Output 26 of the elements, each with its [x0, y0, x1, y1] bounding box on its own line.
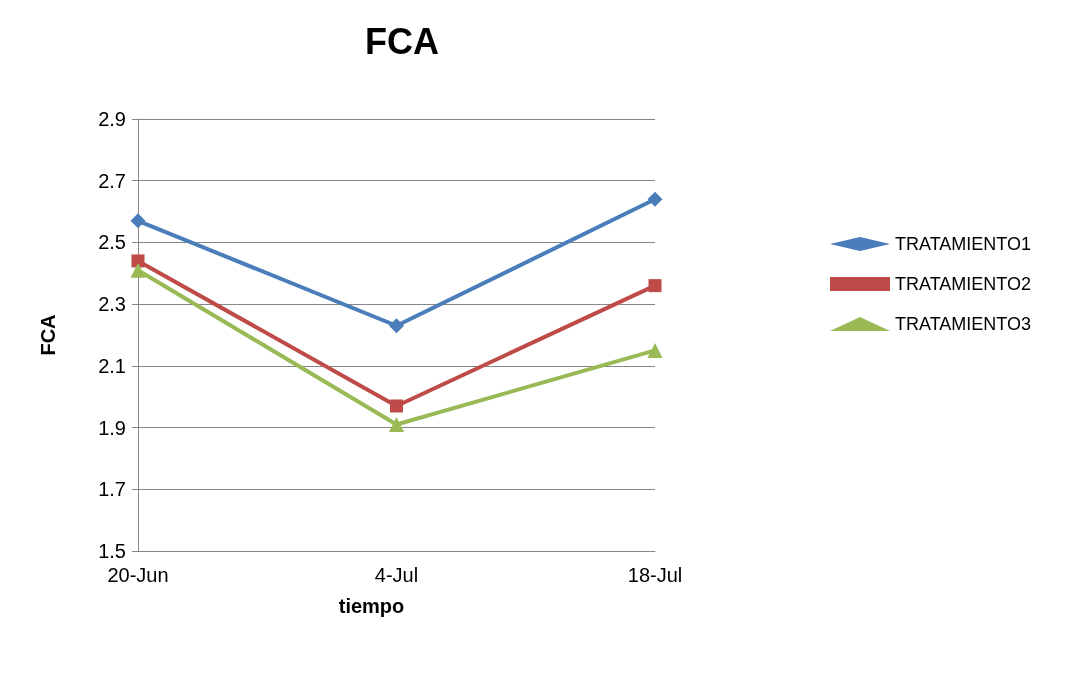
y-axis-title: FCA: [37, 314, 59, 356]
point: [647, 342, 663, 358]
y-tick-label: 2.9: [98, 108, 126, 130]
point: [130, 213, 146, 229]
y-tick-label: 1.5: [98, 540, 126, 562]
point: [390, 399, 403, 413]
point: [389, 416, 404, 432]
point: [648, 279, 662, 293]
chart-title: FCA: [365, 20, 439, 62]
legend-label: TRATAMIENTO1: [895, 234, 1032, 254]
point: [389, 318, 404, 334]
x-tick-label: 20-Jun: [107, 564, 169, 586]
x-axis-title: tiempo: [338, 595, 405, 617]
point: [130, 262, 146, 278]
legend-label: TRATAMIENTO2: [895, 274, 1032, 294]
point: [647, 191, 663, 207]
legend-label: TRATAMIENTO3: [895, 314, 1032, 334]
y-tick-label: 1.7: [98, 478, 126, 501]
y-tick-label: 2.3: [98, 293, 126, 316]
x-tick-label: 18-Jul: [627, 564, 683, 586]
y-tick-label: 2.1: [98, 354, 126, 377]
point: [131, 254, 145, 268]
y-tick-label: 2.5: [98, 231, 126, 254]
x-tick-label: 4-Jul: [374, 564, 419, 586]
y-tick-label: 2.7: [98, 169, 126, 192]
y-tick-label: 1.9: [98, 416, 126, 439]
